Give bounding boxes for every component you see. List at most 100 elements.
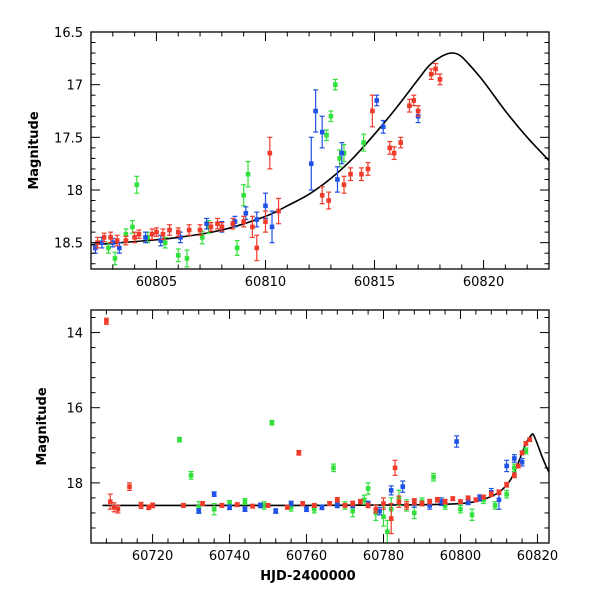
data-point — [153, 227, 159, 237]
data-point — [261, 501, 267, 510]
plot-area — [102, 317, 549, 543]
data-point — [211, 502, 217, 516]
point-marker — [512, 473, 517, 478]
point-marker — [411, 98, 417, 103]
data-point — [197, 224, 203, 236]
point-marker — [300, 501, 305, 506]
data-point — [504, 481, 510, 488]
point-marker — [167, 227, 172, 233]
point-marker — [427, 503, 432, 508]
point-marker — [175, 253, 181, 258]
point-marker — [269, 224, 275, 230]
data-point — [339, 142, 345, 165]
data-point — [334, 166, 340, 193]
point-marker — [342, 503, 348, 508]
point-marker — [350, 501, 356, 506]
point-marker — [134, 182, 140, 188]
data-point — [527, 437, 533, 443]
data-point — [342, 502, 348, 508]
point-marker — [380, 124, 386, 130]
data-point — [319, 186, 325, 205]
data-point — [481, 494, 487, 500]
data-point — [254, 234, 260, 262]
point-marker — [311, 506, 317, 512]
point-marker — [373, 506, 379, 512]
data-point — [365, 502, 371, 509]
point-marker — [132, 235, 137, 240]
point-marker — [431, 474, 436, 480]
point-marker — [435, 497, 440, 503]
point-marker — [481, 494, 486, 500]
y-tick-label: 16.5 — [54, 26, 83, 41]
data-point — [136, 229, 142, 240]
data-point — [332, 78, 338, 91]
data-point — [196, 508, 202, 514]
data-point — [431, 472, 437, 482]
point-marker — [186, 227, 192, 233]
point-marker — [196, 508, 202, 514]
data-point — [442, 498, 448, 505]
data-point — [138, 501, 144, 510]
data-point — [200, 501, 206, 507]
data-point — [496, 489, 502, 496]
point-marker — [241, 192, 246, 198]
data-point — [126, 482, 132, 491]
data-point — [265, 502, 271, 508]
point-marker — [123, 238, 129, 243]
point-marker — [331, 465, 336, 471]
data-point — [400, 480, 406, 493]
data-point — [515, 463, 521, 469]
point-marker — [241, 219, 246, 224]
point-marker — [365, 486, 371, 491]
point-marker — [335, 497, 340, 503]
point-marker — [99, 240, 105, 245]
data-point — [428, 68, 434, 81]
point-marker — [469, 512, 475, 518]
point-marker — [211, 506, 217, 512]
point-marker — [381, 514, 386, 519]
data-point — [304, 506, 310, 513]
point-marker — [427, 499, 432, 504]
data-point — [469, 508, 475, 522]
data-point — [273, 508, 279, 514]
point-marker — [332, 82, 338, 87]
point-marker — [339, 150, 345, 156]
point-marker — [377, 508, 382, 514]
data-point — [149, 228, 155, 241]
point-marker — [215, 221, 220, 227]
model-curve — [91, 52, 549, 246]
data-point — [350, 500, 356, 507]
point-marker — [250, 503, 255, 509]
data-point — [214, 217, 220, 230]
point-marker — [211, 491, 217, 497]
point-marker — [419, 501, 425, 506]
point-marker — [284, 504, 290, 510]
data-point — [241, 184, 247, 207]
point-marker — [288, 504, 294, 510]
data-point — [186, 224, 192, 236]
data-point — [262, 210, 268, 233]
point-marker — [504, 482, 509, 488]
data-point — [250, 503, 256, 509]
point-marker — [365, 166, 371, 172]
data-point — [319, 115, 325, 149]
data-point — [288, 500, 294, 507]
point-marker — [245, 171, 251, 177]
x-tick-label: 60820 — [463, 275, 504, 290]
point-marker — [319, 504, 325, 510]
point-marker — [512, 465, 517, 471]
data-point — [384, 519, 390, 543]
point-marker — [101, 235, 107, 240]
data-point — [388, 485, 394, 496]
point-marker — [227, 501, 232, 506]
point-marker — [515, 463, 521, 469]
data-point — [129, 219, 135, 234]
point-marker — [162, 240, 168, 245]
data-point — [369, 94, 375, 128]
data-point — [358, 167, 364, 182]
point-marker — [519, 450, 525, 456]
data-point — [334, 502, 340, 509]
point-marker — [308, 161, 314, 166]
point-marker — [488, 491, 494, 497]
data-point — [404, 501, 410, 510]
